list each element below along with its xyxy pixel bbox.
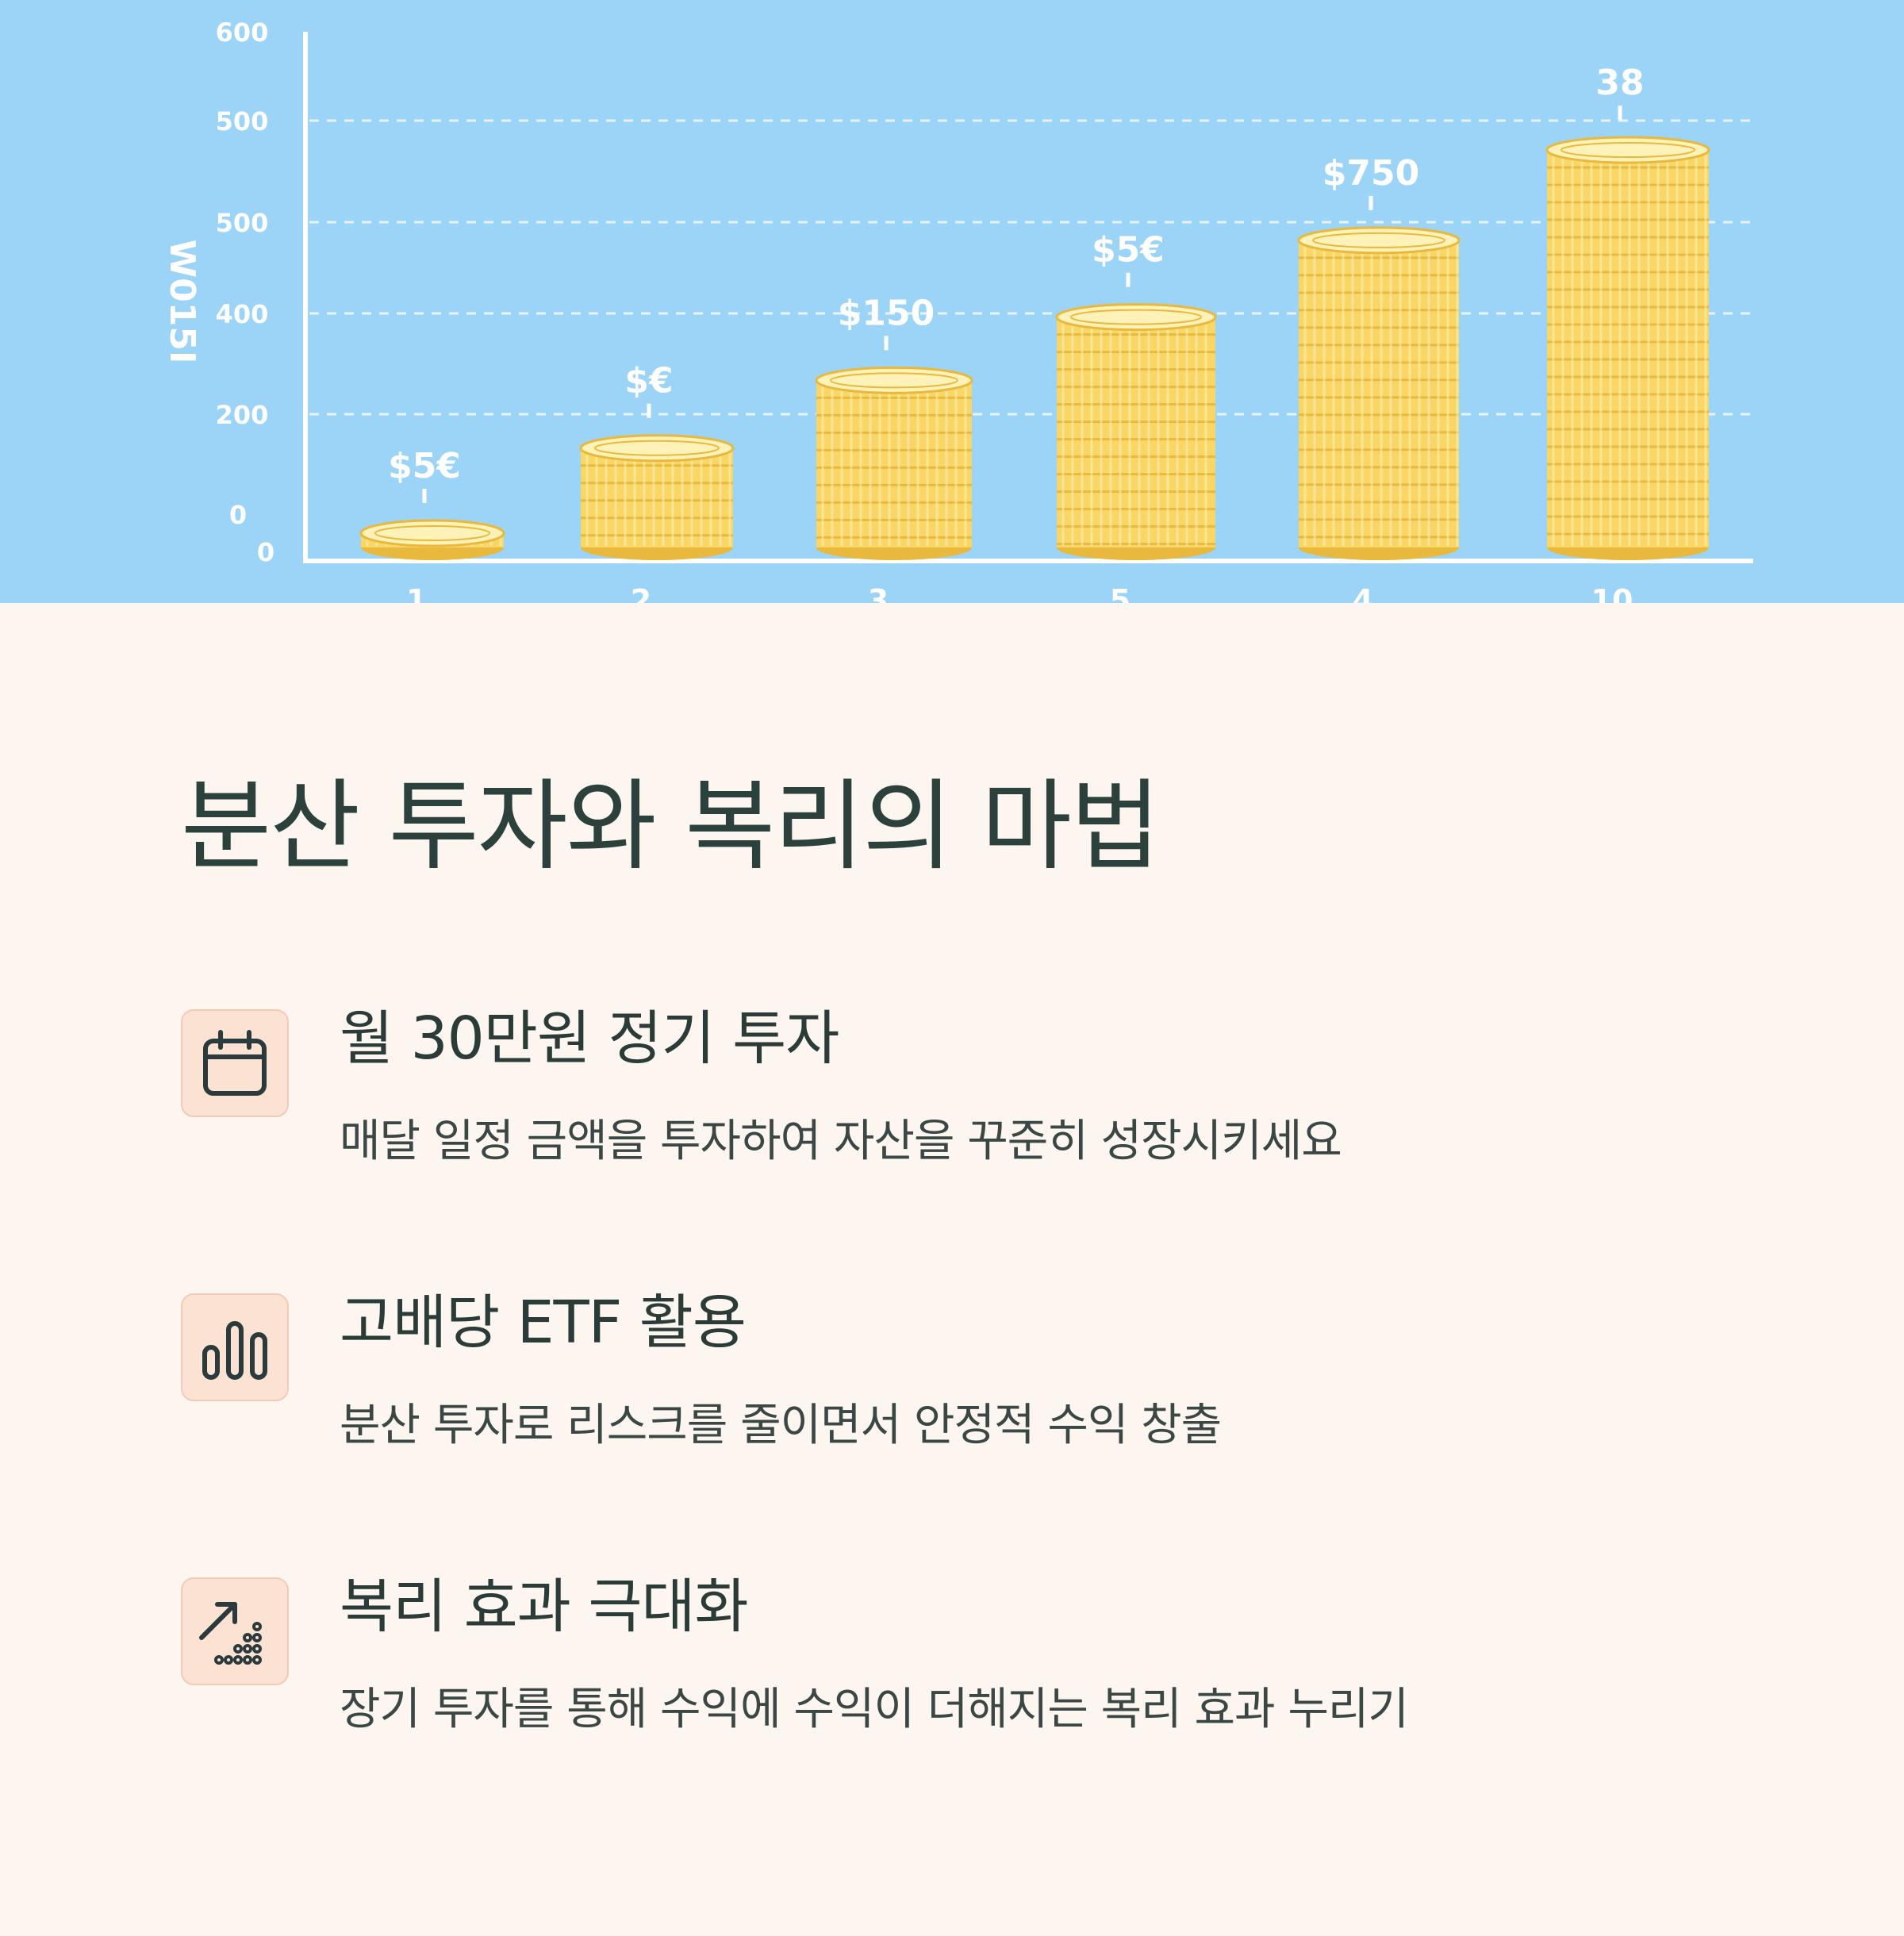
coin-stack — [815, 366, 973, 560]
x-tick-label: 2 — [631, 583, 651, 603]
bar-label: $5€ — [388, 446, 461, 486]
feature-title: 복리 효과 극대화 — [340, 1573, 749, 1641]
feature-description: 매달 일정 금액을 투자하여 자산을 꾸준히 성장시키세요 — [340, 1116, 1342, 1167]
stack-top-coin — [1545, 136, 1710, 164]
growth-chart-icon — [181, 1577, 289, 1685]
x-tick-label: 5 — [1110, 583, 1130, 603]
coin-inner-rim — [594, 440, 720, 456]
bar-label: $150 — [838, 293, 935, 333]
coin-stack — [1297, 226, 1461, 560]
bar-label: $750 — [1322, 153, 1419, 194]
coin-inner-rim — [374, 525, 490, 541]
bar-chart-icon — [181, 1293, 289, 1401]
y-tick-label: 400 — [216, 299, 269, 329]
x-tick-label: 3 — [868, 583, 889, 603]
coin-stack — [1055, 303, 1217, 560]
stack-top-coin — [1055, 303, 1217, 332]
y-tick-label: 500 — [216, 208, 269, 238]
feature-description: 장기 투자를 통해 수익에 수익이 더해지는 복리 효과 누리기 — [340, 1684, 1409, 1735]
bar-label: 38 — [1595, 63, 1644, 103]
stack-top-coin — [579, 434, 735, 463]
y-axis-label: W015I — [162, 240, 202, 364]
y-tick-label: 500 — [216, 106, 269, 136]
stack-face — [816, 380, 972, 547]
coin-inner-rim — [1560, 141, 1695, 158]
stack-top-coin — [815, 366, 973, 394]
y-tick-label: 0 — [257, 537, 274, 567]
coin-inner-rim — [1312, 232, 1445, 248]
y-tick-label: 200 — [216, 400, 269, 430]
coin-stack-chart: W015I 600 500 500 400 200 00 $5€ 1 $€ 2 $150 3 $5€ 5… — [0, 0, 1904, 603]
feature-description: 분산 투자로 리스크를 줄이면서 안정적 수익 창출 — [340, 1400, 1222, 1451]
hero-chart-image: W015I 600 500 500 400 200 0 0 $5€ 1 $€ 2 $150 3 $5€ 5… — [0, 0, 1904, 603]
x-tick-label: 4 — [1353, 583, 1373, 603]
bar-label: $€ — [624, 361, 673, 401]
calendar-icon — [181, 1009, 289, 1117]
main-content: 분산 투자와 복리의 마법 월 30만원 정기 투자 매달 일정 금액을 투자하… — [181, 770, 1768, 1734]
feature-title: 월 30만원 정기 투자 — [340, 1004, 839, 1073]
stack-top-coin — [1297, 226, 1461, 255]
y-tick-label: 600 — [216, 17, 269, 48]
stack-top-coin — [359, 519, 505, 547]
x-tick-label: 10 — [1591, 583, 1633, 603]
coin-stack — [579, 434, 735, 560]
feature-title: 고배당 ETF 활용 — [340, 1289, 747, 1357]
x-tick-label: 1 — [406, 583, 427, 603]
page-title: 분산 투자와 복리의 마법 — [181, 770, 1161, 884]
coin-inner-rim — [830, 372, 958, 389]
coin-stack — [359, 519, 505, 560]
coin-inner-rim — [1070, 309, 1202, 325]
coin-stack — [1545, 136, 1710, 560]
y-tick-label: 0 — [229, 500, 247, 530]
bar-label: $5€ — [1092, 230, 1165, 271]
